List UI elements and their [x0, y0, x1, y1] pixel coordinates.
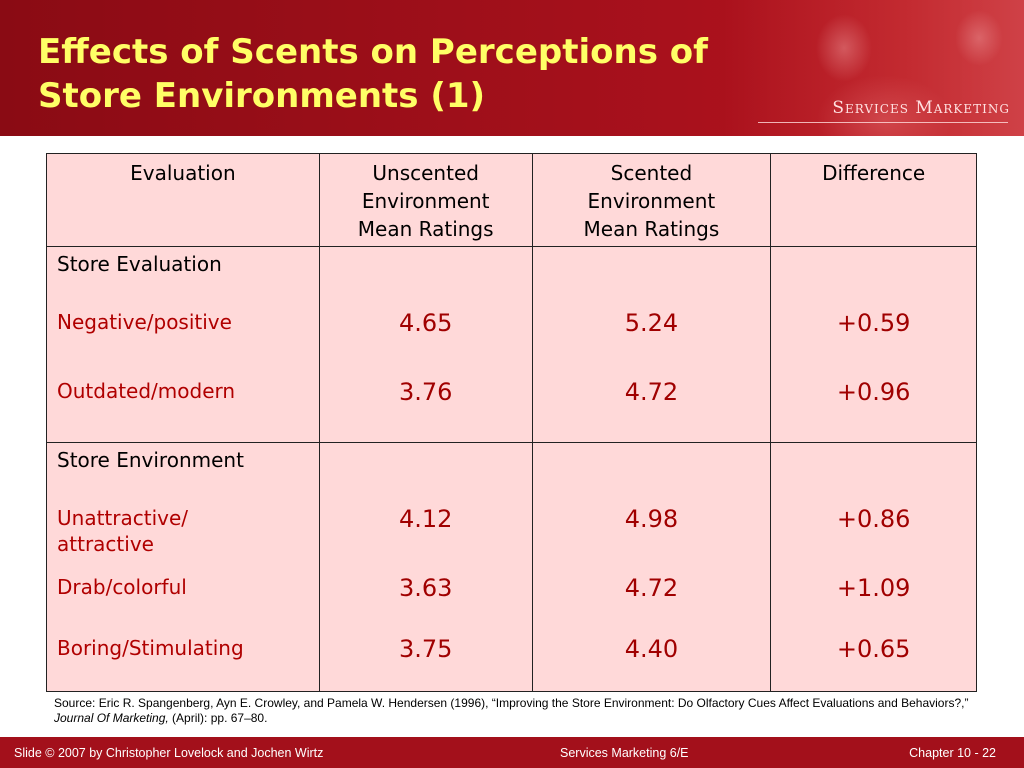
- row-label: Unattractive/ attractive: [46, 500, 320, 569]
- row-label-line1: Unattractive/: [57, 506, 189, 530]
- blank-cell: [318, 442, 533, 500]
- source-citation: Source: Eric R. Spangenberg, Ayn E. Crow…: [54, 696, 974, 726]
- title-line-1: Effects of Scents on Perceptions of: [38, 32, 708, 72]
- header-unscented-line1: Unscented: [372, 161, 479, 185]
- table-row: Unattractive/ attractive 4.12 4.98 +0.86: [46, 500, 977, 569]
- header-scented-line3: Mean Ratings: [583, 217, 720, 241]
- blank-cell: [318, 246, 533, 304]
- scented-value: 4.98: [531, 500, 772, 569]
- difference-value: +0.65: [770, 630, 977, 692]
- difference-value: +0.86: [770, 500, 977, 569]
- scent-results-table: Evaluation Unscented Environment Mean Ra…: [46, 153, 977, 692]
- row-label-line2: attractive: [57, 532, 154, 556]
- row-label: Drab/colorful: [46, 569, 320, 630]
- footer-slide-number: Chapter 10 - 22: [909, 746, 996, 760]
- footer-book-title: Services Marketing 6/E: [560, 746, 689, 760]
- section-row-store-evaluation: Store Evaluation: [46, 246, 977, 304]
- source-journal: Journal Of Marketing,: [54, 711, 169, 725]
- difference-value: +0.59: [770, 304, 977, 373]
- scented-value: 4.72: [531, 373, 772, 443]
- section-label: Store Environment: [46, 442, 320, 500]
- table-row: Boring/Stimulating 3.75 4.40 +0.65: [46, 630, 977, 692]
- slide-header: Effects of Scents on Perceptions of Stor…: [0, 0, 1024, 136]
- table-row: Outdated/modern 3.76 4.72 +0.96: [46, 373, 977, 443]
- unscented-value: 4.12: [318, 500, 533, 569]
- row-label: Outdated/modern: [46, 373, 320, 443]
- header-unscented-line3: Mean Ratings: [357, 217, 494, 241]
- header-scented-line1: Scented: [610, 161, 693, 185]
- blank-cell: [531, 442, 772, 500]
- header-scented-line2: Environment: [587, 189, 716, 213]
- row-label: Boring/Stimulating: [46, 630, 320, 692]
- blank-cell: [770, 246, 977, 304]
- section-label: Store Evaluation: [46, 246, 320, 304]
- brand-logo-text: Services Marketing: [832, 98, 1010, 118]
- difference-value: +0.96: [770, 373, 977, 443]
- blank-cell: [531, 246, 772, 304]
- table-header-row: Evaluation Unscented Environment Mean Ra…: [46, 153, 977, 247]
- header-photo-image: [724, 0, 1024, 136]
- source-tail: (April): pp. 67–80.: [168, 711, 268, 725]
- unscented-value: 3.63: [318, 569, 533, 630]
- slide-title: Effects of Scents on Perceptions of Stor…: [38, 30, 738, 118]
- title-line-2: Store Environments (1): [38, 76, 486, 116]
- slide-footer: Slide © 2007 by Christopher Lovelock and…: [0, 737, 1024, 768]
- unscented-value: 4.65: [318, 304, 533, 373]
- row-label: Negative/positive: [46, 304, 320, 373]
- table-row: Negative/positive 4.65 5.24 +0.59: [46, 304, 977, 373]
- source-text: Source: Eric R. Spangenberg, Ayn E. Crow…: [54, 696, 969, 710]
- brand-underline: [758, 122, 1008, 123]
- difference-value: +1.09: [770, 569, 977, 630]
- scented-value: 4.40: [531, 630, 772, 692]
- header-unscented-line2: Environment: [361, 189, 490, 213]
- blank-cell: [770, 442, 977, 500]
- unscented-value: 3.76: [318, 373, 533, 443]
- table-row: Drab/colorful 3.63 4.72 +1.09: [46, 569, 977, 630]
- unscented-value: 3.75: [318, 630, 533, 692]
- footer-copyright: Slide © 2007 by Christopher Lovelock and…: [14, 746, 324, 760]
- section-row-store-environment: Store Environment: [46, 442, 977, 500]
- header-unscented: Unscented Environment Mean Ratings: [318, 153, 533, 247]
- header-scented: Scented Environment Mean Ratings: [531, 153, 772, 247]
- header-difference: Difference: [770, 153, 977, 247]
- scented-value: 5.24: [531, 304, 772, 373]
- scented-value: 4.72: [531, 569, 772, 630]
- header-evaluation: Evaluation: [46, 153, 320, 247]
